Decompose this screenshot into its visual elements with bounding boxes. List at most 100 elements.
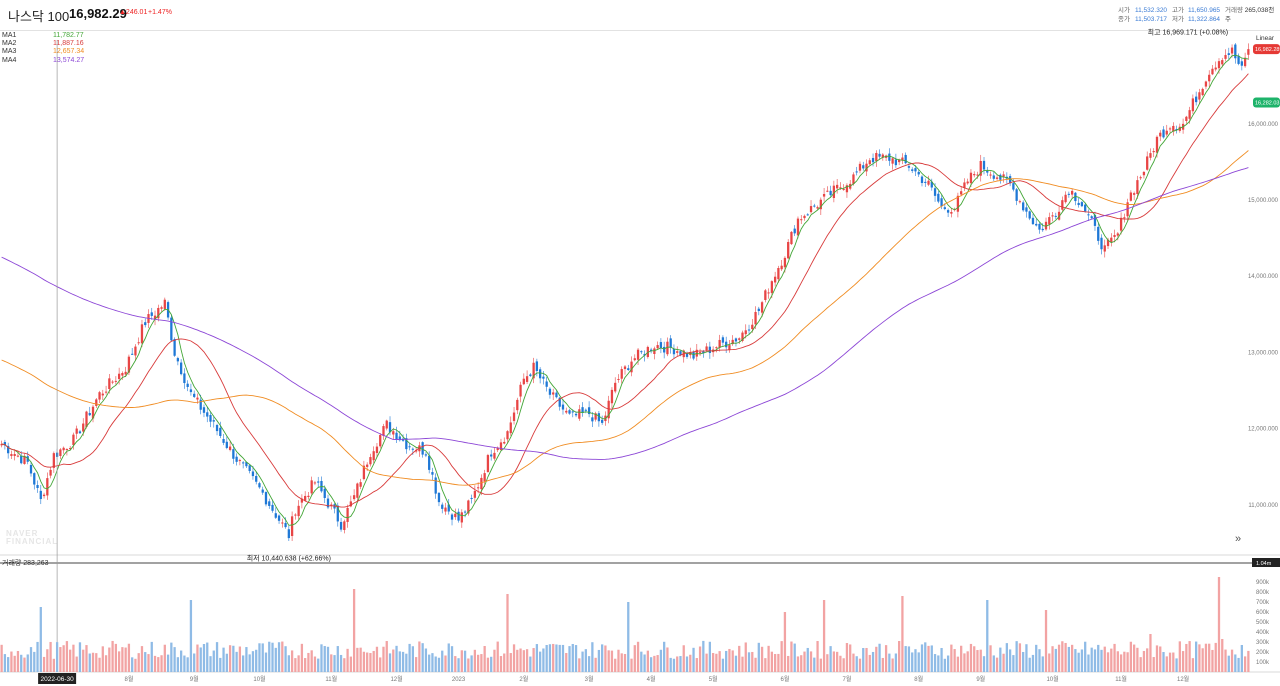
volume-bar <box>946 655 950 672</box>
candle-body <box>855 171 858 173</box>
scale-selector-label: Linear <box>1256 35 1275 42</box>
candle-body <box>219 427 222 436</box>
candle-body <box>1152 151 1155 153</box>
volume-bar <box>49 641 52 672</box>
candle-body <box>835 184 839 189</box>
candle-body <box>101 393 104 396</box>
volume-bar <box>1214 642 1217 672</box>
volume-bar <box>202 644 206 672</box>
candle-body <box>503 441 506 444</box>
candle-body <box>777 268 780 280</box>
volume-bar <box>1172 652 1175 672</box>
candle-body <box>574 413 578 416</box>
volume-bar <box>1224 649 1227 672</box>
close-label: 종가 <box>1118 16 1130 23</box>
candle-body <box>636 349 640 360</box>
candle-body <box>1132 193 1136 195</box>
candle-body <box>1070 190 1074 195</box>
volume-bar <box>767 645 770 672</box>
volume-bar <box>542 648 545 672</box>
candle-body <box>215 424 219 432</box>
candle-body <box>1136 180 1139 195</box>
volume-bar <box>264 652 268 672</box>
candle-body <box>88 412 91 416</box>
volume-bar <box>813 657 816 672</box>
volume-bar <box>131 657 134 672</box>
time-tick-label: 7월 <box>843 675 852 683</box>
volume-bar <box>679 656 682 672</box>
time-tick-label: 2023 <box>452 677 466 683</box>
volume-bar <box>42 656 46 672</box>
volume-bar <box>29 647 33 672</box>
candle-body <box>773 276 777 283</box>
candle-body <box>754 311 757 325</box>
volume-bar <box>375 646 379 672</box>
time-tick-label: 9월 <box>976 675 985 683</box>
volume-bar <box>992 655 995 672</box>
volume-bar <box>809 651 813 672</box>
candle-body <box>610 389 614 404</box>
volume-bar <box>509 653 512 672</box>
candle-body <box>235 456 238 462</box>
candle-body <box>512 412 516 421</box>
volume-bar <box>979 649 982 672</box>
volume-bar <box>144 652 147 672</box>
expand-chart-button[interactable]: » <box>1234 533 1242 545</box>
volume-bar <box>235 651 238 672</box>
candle-body <box>238 460 242 462</box>
volume-bar <box>310 650 313 672</box>
volume-bar <box>855 656 858 672</box>
volume-bar <box>268 641 271 672</box>
volume-bar <box>610 650 614 672</box>
candle-body <box>535 361 539 371</box>
ma1-name: MA1 <box>2 32 17 39</box>
volume-bar <box>271 642 274 672</box>
candle-body <box>1067 193 1071 195</box>
candle-body <box>127 356 131 373</box>
candle-body <box>565 410 568 413</box>
volume-bar <box>1243 656 1247 672</box>
volume-bar <box>800 655 803 672</box>
candle-body <box>852 174 855 184</box>
volume-bar <box>366 652 369 672</box>
volume-bar <box>728 648 731 672</box>
volume-bar <box>444 655 447 672</box>
volume-bar <box>69 649 72 672</box>
volume-bar <box>1123 651 1126 672</box>
volume-bar <box>930 645 933 672</box>
ma3-value: 12,657.34 <box>53 48 85 56</box>
volume-bar <box>796 656 800 672</box>
candle-body <box>447 504 450 512</box>
candle-body <box>1195 96 1198 103</box>
volume-bar <box>1175 658 1178 672</box>
candle-body <box>85 411 88 427</box>
volume-bar <box>1054 648 1057 672</box>
volume-bar <box>868 654 871 672</box>
volume-bar <box>359 647 362 672</box>
candle-body <box>800 219 803 221</box>
volume-bar <box>907 646 911 672</box>
volume-bar <box>1087 654 1090 672</box>
volume-bar <box>581 651 584 672</box>
volume-bar <box>1025 644 1028 672</box>
candle-body <box>832 185 836 199</box>
candle-body <box>1214 67 1217 70</box>
candle-body <box>552 392 555 395</box>
volume-bar <box>532 648 535 672</box>
volume-bar <box>127 643 131 672</box>
volume-bar <box>1234 654 1237 672</box>
candle-body <box>13 454 16 456</box>
volume-bar <box>160 655 163 672</box>
volume-bar <box>888 653 891 672</box>
candle-body <box>264 492 268 505</box>
candle-body <box>891 158 894 164</box>
volume-bar <box>685 656 689 672</box>
volume-bar <box>55 642 59 672</box>
volume-bar <box>290 650 294 672</box>
candle-body <box>95 399 98 406</box>
candle-body <box>421 442 424 455</box>
time-tick-label: 3월 <box>585 675 594 683</box>
candle-body <box>287 529 290 539</box>
volume-bar <box>525 649 529 672</box>
